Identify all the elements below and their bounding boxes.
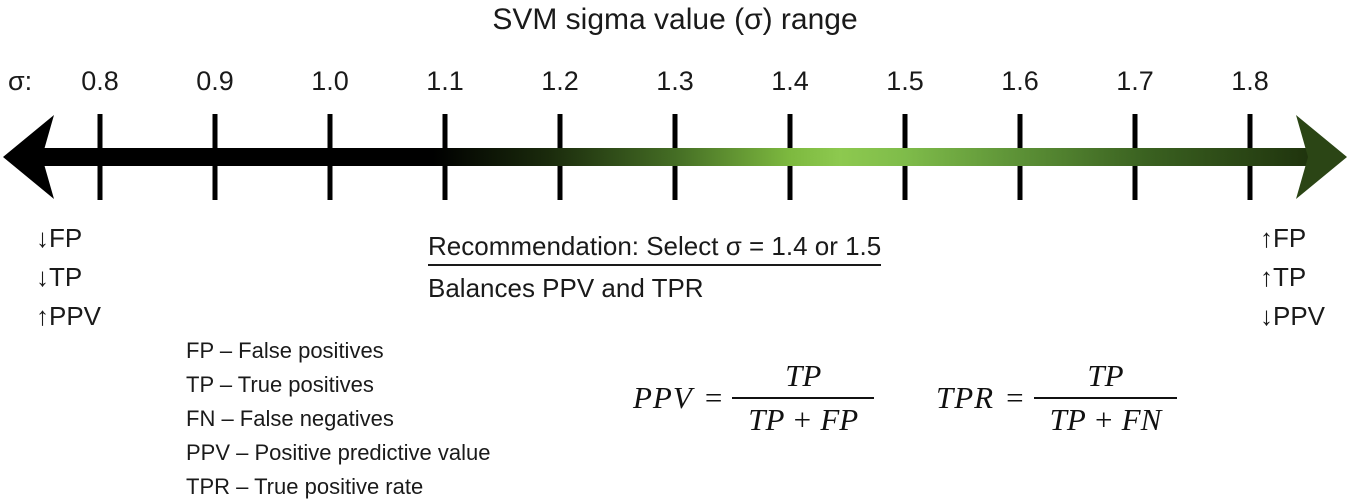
recommendation-subtext: Balances PPV and TPR [428,273,704,303]
low-sigma-effects: ↓FP ↓TP ↑PPV [36,219,101,336]
low-sigma-effect-fp: ↓FP [36,223,83,253]
tick-label-1.5: 1.5 [886,66,924,96]
tpr-formula: TPR = TP TP + FN [936,358,1178,438]
high-sigma-effect-ppv: ↓PPV [1260,301,1326,331]
high-sigma-effect-fp: ↑FP [1260,223,1307,253]
left-arrowhead-icon [3,115,54,199]
tick-label-1.6: 1.6 [1001,66,1039,96]
ppv-formula-denominator: TP + FP [732,397,875,438]
legend-item-fp: FP – False positives [186,338,384,363]
ppv-formula-numerator: TP [785,358,822,393]
recommendation-block: Recommendation: Select σ = 1.4 or 1.5 Ba… [428,231,882,304]
ppv-formula-lhs: PPV [633,380,693,415]
high-sigma-effects: ↑FP ↑TP ↓PPV [1260,219,1325,336]
legend-item-tpr: TPR – True positive rate [186,474,424,499]
tpr-formula-fraction: TP TP + FN [1033,358,1178,438]
tick-label-0.9: 0.9 [196,66,234,96]
tick-label-1.8: 1.8 [1231,66,1269,96]
arrow-shaft [38,148,1312,166]
right-arrowhead-icon [1296,115,1347,199]
tick-label-0.8: 0.8 [81,66,119,96]
gradient-arrow-axis [3,114,1347,200]
recommendation-heading: Recommendation: Select σ = 1.4 or 1.5 [428,231,882,266]
low-sigma-effect-ppv: ↑PPV [36,301,102,331]
tpr-formula-numerator: TP [1087,358,1124,393]
low-sigma-effect-tp: ↓TP [36,262,83,292]
tick-label-1.0: 1.0 [311,66,349,96]
abbreviation-legend: FP – False positives TP – True positives… [186,334,491,501]
legend-item-fn: FN – False negatives [186,406,394,431]
tpr-formula-equals: = [1006,380,1024,415]
diagram-title: SVM sigma value (σ) range [492,3,858,36]
legend-item-ppv: PPV – Positive predictive value [186,440,491,465]
tpr-formula-lhs: TPR [936,380,995,415]
tick-label-1.2: 1.2 [541,66,579,96]
tick-label-1.7: 1.7 [1116,66,1154,96]
legend-item-tp: TP – True positives [186,372,374,397]
ppv-formula-equals: = [704,380,723,415]
high-sigma-effect-tp: ↑TP [1260,262,1307,292]
tick-label-1.3: 1.3 [656,66,694,96]
tick-label-1.4: 1.4 [771,66,809,96]
tpr-formula-denominator: TP + FN [1033,397,1178,438]
tick-label-1.1: 1.1 [426,66,464,96]
ppv-formula: PPV = TP TP + FP [633,358,875,438]
sigma-axis-prefix: σ: [8,66,33,96]
ppv-formula-fraction: TP TP + FP [732,358,875,438]
